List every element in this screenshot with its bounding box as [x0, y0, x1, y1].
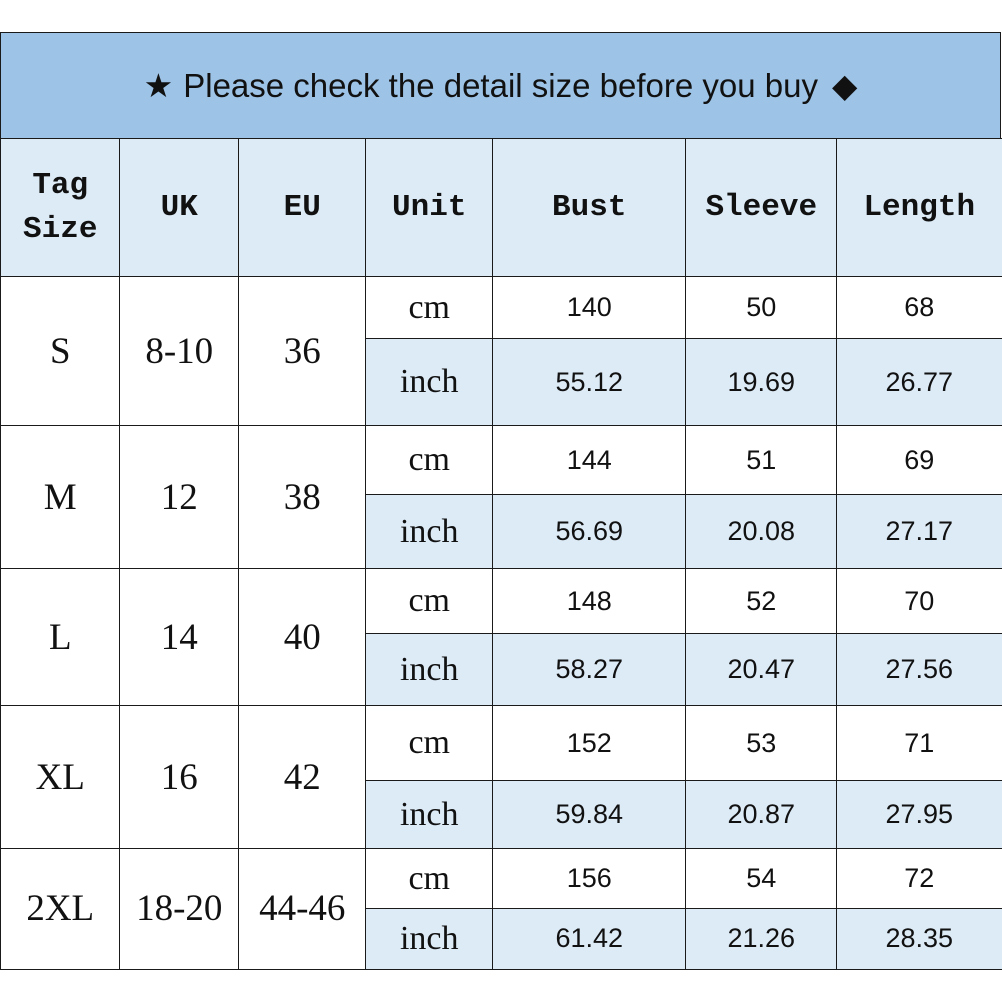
eu-size-cell: 36 [238, 276, 367, 427]
tag-size-cell: S [0, 276, 121, 427]
sleeve-cell: 53 [685, 705, 838, 782]
uk-size-cell: 16 [119, 705, 240, 850]
length-cell: 71 [836, 705, 1002, 782]
unit-cell: cm [365, 568, 494, 635]
unit-cell: inch [365, 633, 494, 707]
sleeve-cell: 20.08 [685, 494, 838, 570]
bust-cell: 61.42 [492, 908, 687, 970]
bust-cell: 144 [492, 425, 687, 496]
header-sleeve: Sleeve [685, 138, 838, 278]
sleeve-cell: 54 [685, 848, 838, 910]
eu-size-cell: 44-46 [238, 848, 367, 970]
length-cell: 69 [836, 425, 1002, 496]
sleeve-cell: 50 [685, 276, 838, 340]
unit-cell: inch [365, 494, 494, 570]
bust-cell: 58.27 [492, 633, 687, 707]
sleeve-cell: 20.47 [685, 633, 838, 707]
length-cell: 27.95 [836, 780, 1002, 850]
unit-cell: cm [365, 276, 494, 340]
eu-size-cell: 40 [238, 568, 367, 707]
unit-cell: cm [365, 705, 494, 782]
tag-size-cell: M [0, 425, 121, 570]
eu-size-cell: 38 [238, 425, 367, 570]
tag-size-cell: XL [0, 705, 121, 850]
length-cell: 27.17 [836, 494, 1002, 570]
length-cell: 27.56 [836, 633, 1002, 707]
diamond-icon: ◆ [831, 67, 858, 104]
unit-cell: cm [365, 848, 494, 910]
bust-cell: 140 [492, 276, 687, 340]
header-eu: EU [238, 138, 367, 278]
length-cell: 28.35 [836, 908, 1002, 970]
header-unit: Unit [365, 138, 494, 278]
header-bust: Bust [492, 138, 687, 278]
uk-size-cell: 8-10 [119, 276, 240, 427]
tag-size-cell: L [0, 568, 121, 707]
bust-cell: 59.84 [492, 780, 687, 850]
bust-cell: 56.69 [492, 494, 687, 570]
header-uk: UK [119, 138, 240, 278]
bust-cell: 55.12 [492, 338, 687, 427]
sleeve-cell: 51 [685, 425, 838, 496]
unit-cell: cm [365, 425, 494, 496]
unit-cell: inch [365, 780, 494, 850]
star-icon: ★ [143, 67, 174, 104]
sleeve-cell: 21.26 [685, 908, 838, 970]
header-length: Length [836, 138, 1002, 278]
banner: ★ Please check the detail size before yo… [0, 32, 1001, 139]
uk-size-cell: 14 [119, 568, 240, 707]
bust-cell: 156 [492, 848, 687, 910]
uk-size-cell: 18-20 [119, 848, 240, 970]
bust-cell: 152 [492, 705, 687, 782]
sleeve-cell: 20.87 [685, 780, 838, 850]
bust-cell: 148 [492, 568, 687, 635]
header-tag-size: Tag Size [0, 138, 121, 278]
tag-size-cell: 2XL [0, 848, 121, 970]
sleeve-cell: 19.69 [685, 338, 838, 427]
unit-cell: inch [365, 338, 494, 427]
length-cell: 72 [836, 848, 1002, 910]
length-cell: 70 [836, 568, 1002, 635]
length-cell: 26.77 [836, 338, 1002, 427]
uk-size-cell: 12 [119, 425, 240, 570]
length-cell: 68 [836, 276, 1002, 340]
eu-size-cell: 42 [238, 705, 367, 850]
sleeve-cell: 52 [685, 568, 838, 635]
banner-text: Please check the detail size before you … [183, 66, 818, 104]
unit-cell: inch [365, 908, 494, 970]
